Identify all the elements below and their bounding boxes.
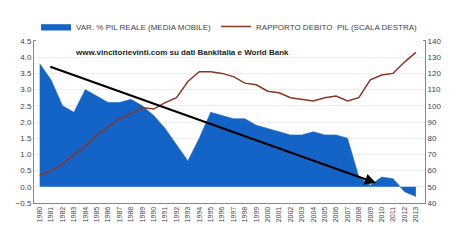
svg-text:VAR. % PIL REALE (MEDIA MOBILE: VAR. % PIL REALE (MEDIA MOBILE): [76, 23, 211, 32]
svg-text:2010: 2010: [378, 207, 385, 223]
svg-text:80: 80: [428, 134, 437, 143]
svg-text:1993: 1993: [184, 207, 191, 223]
svg-text:2002: 2002: [287, 207, 294, 223]
svg-text:2007: 2007: [344, 207, 351, 223]
svg-text:70: 70: [428, 150, 437, 159]
svg-text:2013: 2013: [412, 207, 419, 223]
svg-text:RAPPORTO DEBITO PIL (SCALA DE: RAPPORTO DEBITO PIL (SCALA DESTRA): [256, 23, 417, 32]
svg-text:100: 100: [428, 102, 442, 111]
svg-text:−0.5: −0.5: [16, 199, 32, 208]
svg-text:130: 130: [428, 53, 442, 62]
svg-text:2000: 2000: [264, 207, 271, 223]
svg-text:1980: 1980: [36, 207, 43, 223]
svg-text:1989: 1989: [139, 207, 146, 223]
svg-text:1998: 1998: [241, 207, 248, 223]
svg-text:1997: 1997: [230, 207, 237, 223]
svg-text:2.5: 2.5: [20, 102, 32, 111]
svg-text:1983: 1983: [70, 207, 77, 223]
svg-text:90: 90: [428, 118, 437, 127]
svg-text:1999: 1999: [253, 207, 260, 223]
svg-text:140: 140: [428, 37, 442, 46]
svg-text:4.0: 4.0: [20, 53, 32, 62]
svg-text:1991: 1991: [161, 207, 168, 223]
svg-text:2012: 2012: [401, 207, 408, 223]
svg-text:1.0: 1.0: [20, 150, 32, 159]
svg-text:2011: 2011: [389, 207, 396, 222]
svg-text:2003: 2003: [298, 207, 305, 223]
svg-text:2006: 2006: [332, 207, 339, 223]
svg-text:60: 60: [428, 166, 437, 175]
svg-text:2004: 2004: [310, 207, 317, 223]
svg-text:1981: 1981: [47, 207, 54, 223]
svg-text:2001: 2001: [275, 207, 282, 223]
svg-text:2008: 2008: [355, 207, 362, 223]
svg-text:1986: 1986: [104, 207, 111, 223]
svg-text:2005: 2005: [321, 207, 328, 223]
svg-text:1990: 1990: [150, 207, 157, 223]
svg-text:110: 110: [428, 85, 441, 94]
svg-text:120: 120: [428, 69, 442, 78]
svg-text:1984: 1984: [82, 207, 89, 223]
svg-text:3.0: 3.0: [20, 85, 32, 94]
svg-text:1994: 1994: [196, 207, 203, 223]
svg-text:4.5: 4.5: [20, 37, 32, 46]
svg-text:1.5: 1.5: [20, 134, 32, 143]
svg-text:40: 40: [428, 199, 437, 208]
svg-text:1996: 1996: [218, 207, 225, 223]
svg-text:www.vincitorievinti.com su dat: www.vincitorievinti.com su dati Bankital…: [75, 48, 289, 57]
svg-text:0.0: 0.0: [20, 183, 32, 192]
svg-text:2.0: 2.0: [20, 118, 32, 127]
svg-text:2009: 2009: [367, 207, 374, 223]
svg-text:1987: 1987: [116, 207, 123, 223]
svg-text:50: 50: [428, 183, 437, 192]
svg-text:0.5: 0.5: [20, 166, 32, 175]
svg-text:1988: 1988: [127, 207, 134, 223]
svg-text:1982: 1982: [59, 207, 66, 223]
svg-text:3.5: 3.5: [20, 69, 32, 78]
svg-text:1985: 1985: [93, 207, 100, 223]
svg-text:1992: 1992: [173, 207, 180, 223]
svg-text:1995: 1995: [207, 207, 214, 223]
